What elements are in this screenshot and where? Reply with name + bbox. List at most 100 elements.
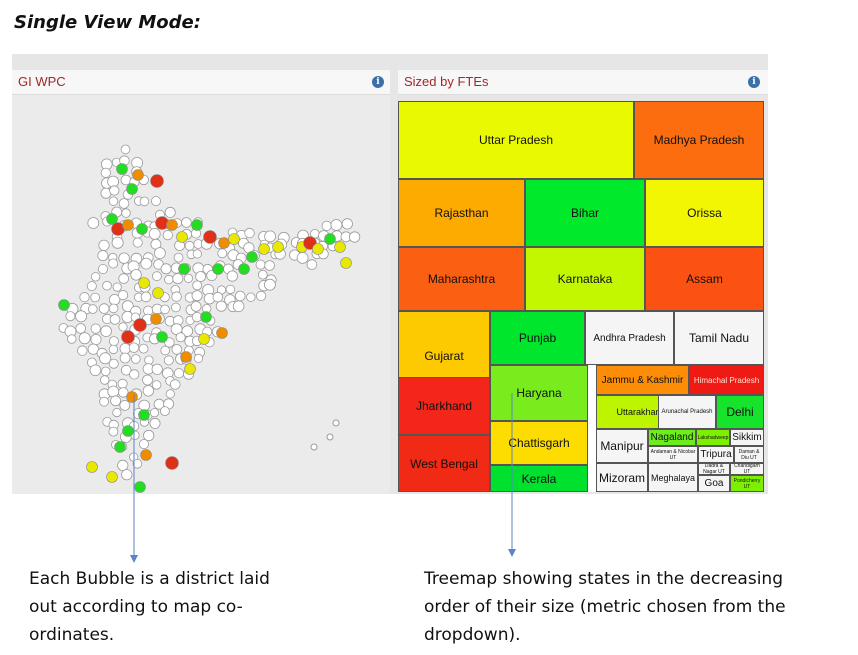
district-bubble[interactable] (171, 291, 182, 302)
district-bubble[interactable] (330, 219, 343, 231)
district-bubble[interactable] (171, 344, 183, 355)
district-bubble-highlighted[interactable] (126, 183, 138, 195)
district-bubble[interactable] (107, 175, 119, 188)
treemap-tile[interactable]: Himachal Pradesh (689, 365, 764, 395)
district-bubble-highlighted[interactable] (152, 287, 164, 299)
district-bubble[interactable] (264, 260, 275, 271)
district-bubble-highlighted[interactable] (324, 233, 336, 245)
district-bubble[interactable] (151, 380, 162, 390)
district-bubble-highlighted[interactable] (178, 263, 190, 275)
district-bubble[interactable] (78, 332, 91, 345)
treemap-tile[interactable]: Andaman & Nicobar UT (648, 446, 698, 463)
district-bubble[interactable] (75, 310, 88, 323)
treemap-tile[interactable]: Rajasthan (398, 179, 525, 247)
district-bubble-highlighted[interactable] (150, 174, 164, 188)
district-bubble[interactable] (118, 273, 129, 284)
district-bubble[interactable] (175, 332, 186, 343)
district-bubble-highlighted[interactable] (136, 223, 148, 235)
district-bubble-highlighted[interactable] (238, 263, 250, 275)
district-bubble[interactable] (117, 459, 129, 471)
district-bubble[interactable] (100, 167, 111, 178)
district-bubble[interactable] (98, 239, 110, 251)
treemap-tile[interactable]: Assam (645, 247, 764, 311)
district-bubble[interactable] (153, 247, 166, 260)
district-bubble[interactable] (173, 368, 185, 379)
district-bubble[interactable] (77, 345, 88, 356)
district-bubble[interactable] (226, 270, 238, 282)
district-bubble-highlighted[interactable] (184, 363, 196, 375)
treemap-tile[interactable]: Dadra & Nagar UT (698, 463, 730, 475)
district-bubble[interactable] (88, 304, 98, 314)
district-bubble[interactable] (191, 290, 203, 302)
district-bubble-highlighted[interactable] (191, 219, 203, 231)
district-bubble[interactable] (75, 323, 86, 334)
district-bubble-highlighted[interactable] (106, 471, 118, 483)
treemap-tile[interactable]: Tripura (698, 446, 734, 463)
treemap-tile[interactable]: Madhya Pradesh (634, 101, 764, 179)
district-bubble[interactable] (195, 271, 207, 282)
treemap-tile[interactable]: Orissa (645, 179, 764, 247)
district-bubble[interactable] (138, 343, 149, 354)
treemap-tile[interactable]: Chandigarh UT (730, 463, 764, 475)
district-bubble-highlighted[interactable] (133, 318, 147, 332)
treemap-tile[interactable]: Manipur (596, 429, 648, 463)
district-bubble-highlighted[interactable] (218, 237, 230, 249)
district-bubble[interactable] (160, 345, 171, 356)
district-bubble[interactable] (225, 284, 236, 295)
district-bubble-highlighted[interactable] (165, 456, 179, 470)
district-bubble-highlighted[interactable] (132, 169, 144, 181)
district-bubble[interactable] (172, 273, 184, 285)
district-bubble[interactable] (164, 206, 176, 218)
district-bubble[interactable] (120, 364, 132, 376)
district-bubble[interactable] (150, 196, 161, 207)
district-bubble[interactable] (121, 469, 133, 481)
district-bubble[interactable] (100, 325, 112, 338)
district-bubble[interactable] (140, 257, 153, 270)
treemap-tile[interactable]: Bihar (525, 179, 645, 247)
treemap-tile[interactable]: Lakshadweep (696, 429, 730, 446)
district-bubble[interactable] (120, 174, 132, 186)
district-bubble[interactable] (118, 322, 128, 332)
district-bubble[interactable] (65, 311, 76, 322)
district-bubble[interactable] (142, 374, 153, 386)
district-bubble[interactable] (215, 300, 227, 312)
district-bubble[interactable] (149, 417, 161, 429)
district-bubble-highlighted[interactable] (228, 233, 240, 245)
district-bubble[interactable] (98, 264, 109, 275)
treemap-tile[interactable]: Chattisgarh (490, 421, 588, 465)
treemap-tile[interactable]: Sikkim (730, 429, 764, 446)
district-bubble[interactable] (107, 385, 120, 398)
district-bubble[interactable] (164, 337, 175, 348)
district-bubble[interactable] (192, 249, 202, 259)
district-bubble[interactable] (108, 258, 119, 269)
district-bubble[interactable] (118, 387, 129, 398)
district-bubble[interactable] (128, 342, 140, 353)
district-bubble-highlighted[interactable] (176, 231, 188, 243)
district-bubble[interactable] (190, 300, 202, 312)
treemap-tile[interactable]: Mizoram (596, 463, 648, 492)
treemap-tile[interactable]: Arunachal Pradesh (658, 395, 716, 429)
district-bubble-highlighted[interactable] (155, 216, 169, 230)
district-bubble[interactable] (86, 281, 97, 292)
treemap-tile[interactable]: Punjab (490, 311, 585, 365)
district-bubble[interactable] (110, 395, 121, 407)
district-bubble[interactable] (132, 458, 143, 469)
district-bubble[interactable] (193, 353, 204, 363)
district-bubble[interactable] (90, 292, 100, 303)
district-bubble[interactable] (148, 227, 161, 240)
treemap-tile[interactable]: Goa (698, 475, 730, 492)
district-bubble[interactable] (173, 252, 184, 263)
district-bubble-highlighted[interactable] (140, 449, 152, 461)
district-bubble[interactable] (90, 333, 102, 345)
district-bubble[interactable] (296, 251, 309, 264)
district-bubble[interactable] (341, 218, 353, 230)
district-bubble[interactable] (163, 355, 174, 366)
district-bubble[interactable] (140, 291, 152, 303)
district-bubble-highlighted[interactable] (212, 263, 224, 275)
district-bubble[interactable] (143, 429, 155, 442)
district-bubble[interactable] (139, 439, 150, 450)
district-bubble-highlighted[interactable] (121, 330, 135, 344)
district-bubble-highlighted[interactable] (216, 327, 228, 339)
district-bubble[interactable] (192, 280, 203, 291)
district-bubble[interactable] (255, 259, 266, 270)
